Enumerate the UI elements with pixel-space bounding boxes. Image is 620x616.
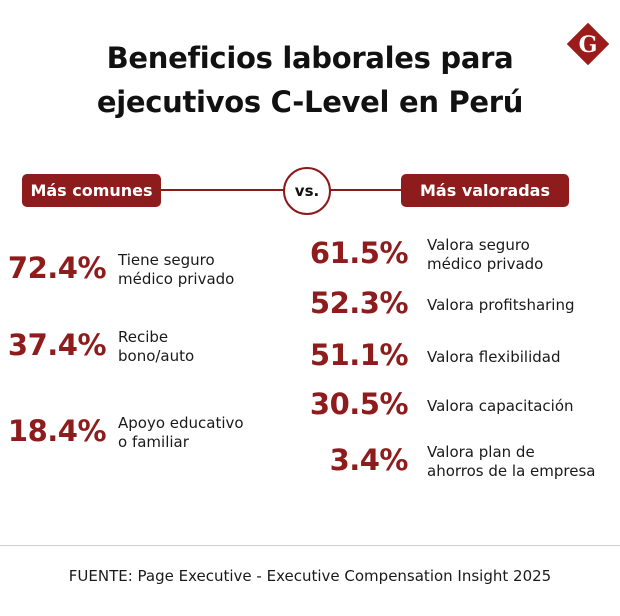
stat-value: 3.4%	[329, 443, 409, 477]
vs-badge: vs.	[283, 167, 331, 215]
title-line-2: ejecutivos C-Level en Perú	[96, 85, 524, 119]
stat-value: 18.4%	[7, 414, 107, 448]
stat-label-line: Recibe	[118, 328, 169, 346]
stat-label: Valora profitsharing	[427, 296, 575, 315]
stat-label-line: Apoyo educativo	[118, 414, 244, 432]
stat-label-line: bono/auto	[118, 347, 195, 365]
stat-label-line: Tiene seguro	[118, 251, 215, 269]
stat-label-line: Valora seguro	[427, 236, 530, 254]
group-header-left: Más comunes	[22, 174, 161, 207]
title-line-1: Beneficios laborales para	[106, 41, 514, 75]
stat-label-line: Valora capacitación	[427, 396, 574, 415]
stat-label-line: Valora plan de	[427, 443, 535, 461]
stat-label: Apoyo educativo o familiar	[118, 414, 244, 452]
stat-label: Tiene seguro médico privado	[118, 251, 234, 289]
stat-label: Valora capacitación	[427, 397, 574, 416]
source-note: FUENTE: Page Executive - Executive Compe…	[68, 567, 552, 585]
stat-label: Recibe bono/auto	[118, 328, 194, 366]
stat-value: 37.4%	[7, 328, 107, 362]
stat-label-line: Valora flexibilidad	[427, 347, 561, 366]
stat-label-line: Valora profitsharing	[427, 295, 575, 314]
stat-value: 52.3%	[309, 286, 409, 320]
footer-divider	[0, 545, 620, 546]
stat-value: 51.1%	[309, 338, 409, 372]
group-header-right: Más valoradas	[401, 174, 569, 207]
stat-value: 61.5%	[309, 236, 409, 270]
stat-label: Valora flexibilidad	[427, 348, 560, 367]
stat-value: 72.4%	[7, 251, 107, 285]
stat-label-line: o familiar	[118, 433, 189, 451]
brand-logo-icon: G	[566, 22, 610, 66]
stat-label-line: ahorros de la empresa	[427, 462, 596, 480]
stat-label: Valora seguro médico privado	[427, 236, 543, 274]
logo-letter: G	[579, 32, 598, 58]
chart-title: Beneficios laborales para ejecutivos C-L…	[40, 36, 580, 124]
stat-value: 30.5%	[309, 387, 409, 421]
stat-label: Valora plan de ahorros de la empresa	[427, 443, 595, 481]
stat-label-line: médico privado	[118, 270, 235, 288]
stat-label-line: médico privado	[427, 255, 544, 273]
